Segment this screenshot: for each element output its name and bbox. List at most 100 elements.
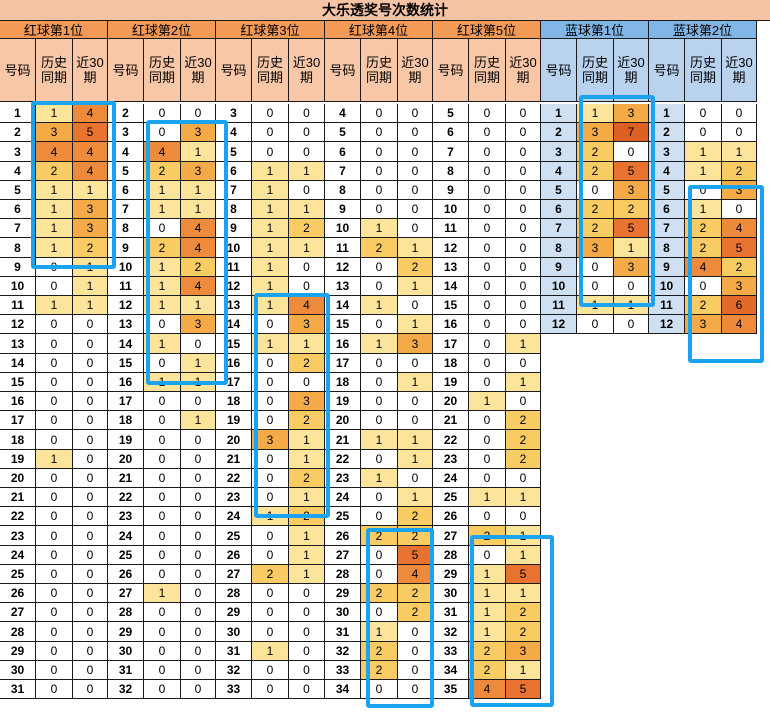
row-history-count: 0 — [252, 622, 289, 642]
row-recent-count: 1 — [398, 277, 433, 296]
col-header-number: 号码 — [0, 39, 36, 102]
row-history-count: 1 — [144, 334, 181, 354]
row-number: 29 — [108, 622, 144, 642]
row-number: 32 — [108, 680, 144, 699]
row-recent-count: 2 — [506, 450, 541, 469]
row-recent-count: 1 — [181, 142, 216, 162]
row-history-count: 0 — [36, 507, 73, 526]
row-history-count: 0 — [144, 450, 181, 469]
row-recent-count: 0 — [73, 315, 108, 334]
row-number: 10 — [0, 277, 36, 296]
row-number: 18 — [108, 411, 144, 430]
row-number: 2 — [0, 123, 36, 142]
row-recent-count: 0 — [722, 104, 757, 123]
row-history-count: 0 — [36, 488, 73, 507]
row-recent-count: 1 — [614, 238, 649, 258]
row-recent-count: 0 — [73, 354, 108, 373]
row-history-count: 0 — [36, 584, 73, 603]
row-number: 4 — [325, 104, 361, 123]
row-history-count: 2 — [685, 296, 722, 315]
row-number: 9 — [108, 238, 144, 258]
row-history-count: 1 — [252, 181, 289, 200]
row-recent-count: 0 — [398, 469, 433, 488]
table-title: 大乐透奖号次数统计 — [0, 0, 770, 21]
row-recent-count: 0 — [398, 392, 433, 411]
row-history-count: 0 — [361, 142, 398, 162]
row-history-count: 0 — [361, 411, 398, 430]
col-header-recent30: 近30 期 — [722, 39, 757, 102]
row-recent-count: 1 — [181, 200, 216, 219]
row-number: 4 — [108, 142, 144, 162]
row-number: 1 — [649, 104, 685, 123]
row-recent-count: 0 — [73, 622, 108, 642]
row-recent-count: 0 — [181, 546, 216, 565]
row-recent-count: 3 — [181, 315, 216, 334]
row-number: 21 — [216, 450, 252, 469]
row-history-count: 2 — [36, 162, 73, 181]
row-history-count: 1 — [577, 104, 614, 123]
row-number: 34 — [433, 661, 469, 680]
row-history-count: 2 — [361, 238, 398, 258]
row-recent-count: 2 — [181, 258, 216, 277]
row-recent-count: 0 — [73, 373, 108, 392]
row-number: 4 — [0, 162, 36, 181]
row-number: 8 — [649, 238, 685, 258]
row-history-count: 0 — [144, 430, 181, 450]
row-recent-count: 0 — [722, 123, 757, 142]
row-number: 10 — [433, 200, 469, 219]
row-history-count: 0 — [252, 488, 289, 507]
row-history-count: 1 — [361, 219, 398, 238]
row-history-count: 3 — [577, 123, 614, 142]
row-history-count: 1 — [685, 162, 722, 181]
row-history-count: 0 — [469, 200, 506, 219]
row-number: 26 — [325, 526, 361, 546]
row-recent-count: 0 — [73, 584, 108, 603]
row-history-count: 1 — [144, 584, 181, 603]
row-recent-count: 0 — [289, 622, 325, 642]
row-history-count: 1 — [361, 430, 398, 450]
highlight-box — [254, 293, 330, 518]
row-history-count: 1 — [144, 181, 181, 200]
row-recent-count: 4 — [181, 238, 216, 258]
row-recent-count: 4 — [722, 219, 757, 238]
row-history-count: 0 — [469, 354, 506, 373]
row-recent-count: 0 — [73, 334, 108, 354]
col-header-history: 历史 同期 — [361, 39, 398, 102]
row-recent-count: 0 — [506, 392, 541, 411]
row-number: 7 — [433, 142, 469, 162]
row-history-count: 0 — [36, 392, 73, 411]
row-history-count: 0 — [36, 373, 73, 392]
row-recent-count: 0 — [289, 258, 325, 277]
row-number: 31 — [325, 622, 361, 642]
row-history-count: 1 — [144, 296, 181, 315]
row-recent-count: 1 — [398, 238, 433, 258]
row-history-count: 0 — [252, 411, 289, 430]
row-history-count: 0 — [361, 392, 398, 411]
row-history-count: 4 — [469, 680, 506, 699]
row-recent-count: 0 — [398, 200, 433, 219]
row-recent-count: 0 — [289, 104, 325, 123]
row-history-count: 4 — [36, 142, 73, 162]
row-history-count: 0 — [252, 546, 289, 565]
row-number: 28 — [0, 622, 36, 642]
row-history-count: 1 — [36, 296, 73, 315]
row-number: 20 — [216, 430, 252, 450]
row-number: 25 — [216, 526, 252, 546]
row-number: 14 — [325, 296, 361, 315]
row-recent-count: 2 — [722, 258, 757, 277]
row-recent-count: 2 — [73, 238, 108, 258]
row-number: 30 — [216, 622, 252, 642]
row-recent-count: 0 — [398, 181, 433, 200]
row-number: 3 — [216, 104, 252, 123]
row-recent-count: 0 — [506, 315, 541, 334]
row-recent-count: 5 — [506, 680, 541, 699]
row-history-count: 0 — [36, 354, 73, 373]
row-number: 22 — [108, 488, 144, 507]
row-history-count: 0 — [144, 488, 181, 507]
row-history-count: 1 — [36, 238, 73, 258]
row-recent-count: 0 — [181, 584, 216, 603]
row-number: 10 — [649, 277, 685, 296]
row-history-count: 0 — [144, 123, 181, 142]
row-recent-count: 0 — [181, 526, 216, 546]
group-header: 红球第5位 — [433, 21, 541, 39]
